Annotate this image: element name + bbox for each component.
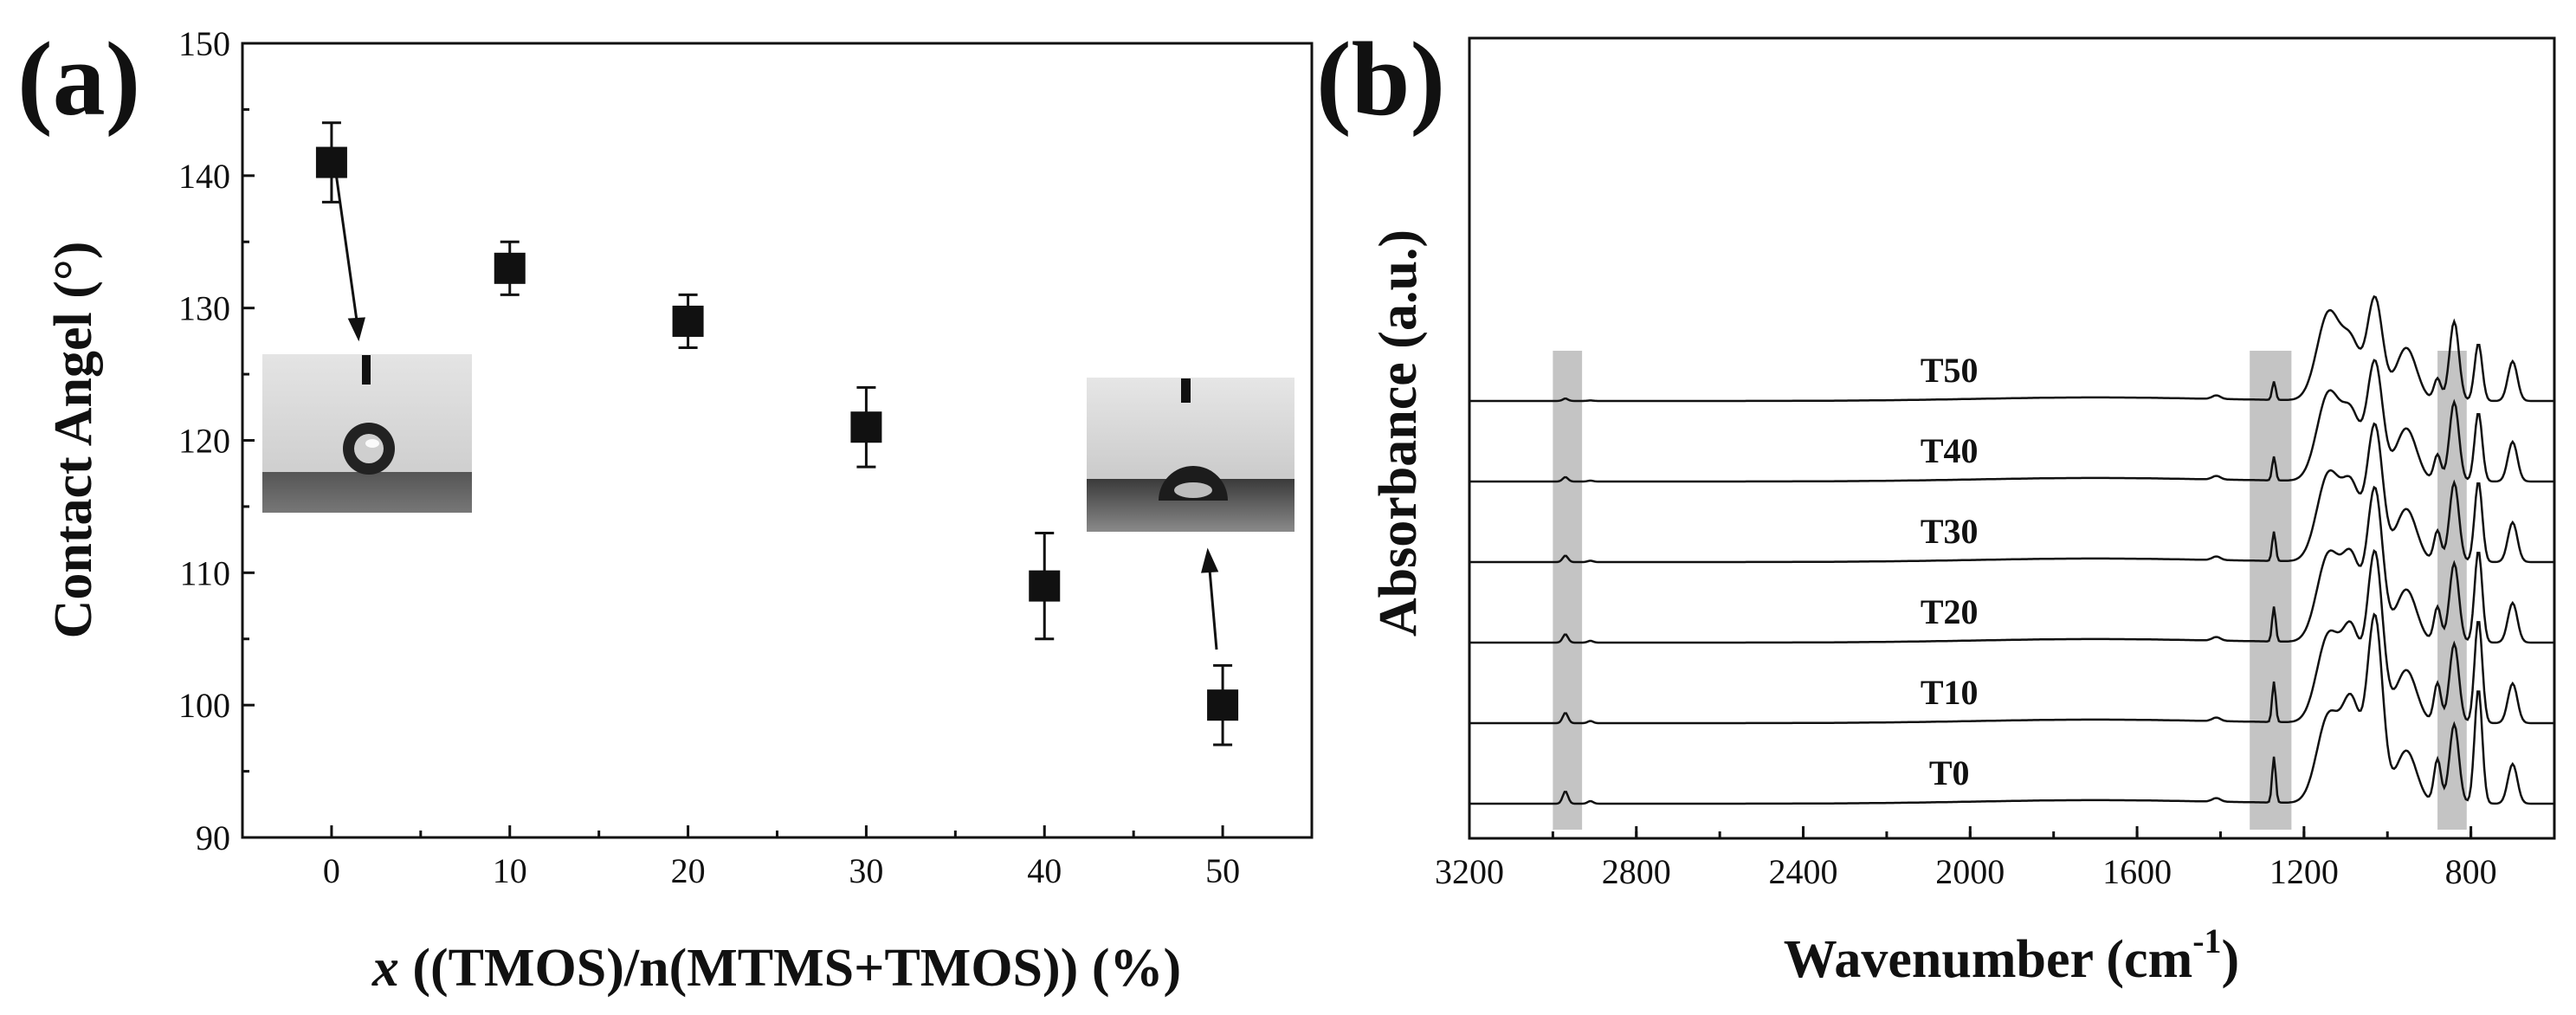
x-tick-label-a: 50 bbox=[1205, 851, 1240, 890]
series-label: T10 bbox=[1921, 673, 1979, 712]
panel-a-label: (a) bbox=[17, 21, 140, 138]
x-tick-label-b: 2800 bbox=[1602, 852, 1671, 891]
series-label: T0 bbox=[1929, 753, 1970, 792]
y-axis-title-a: Contact Angel (°) bbox=[44, 242, 103, 639]
y-tick-label-a: 90 bbox=[196, 818, 230, 857]
y-tick-label-a: 130 bbox=[178, 289, 230, 328]
square-marker bbox=[1029, 570, 1061, 602]
x-axis-label-a-italic: x bbox=[371, 939, 399, 998]
spectrum-T50: T50 bbox=[1469, 294, 2554, 403]
x-axis-title-b: Wavenumber (cm-1) bbox=[1784, 921, 2239, 989]
series-label: T50 bbox=[1921, 351, 1979, 390]
spectrum-line bbox=[1469, 422, 2554, 564]
x-axis-label-b-close: ) bbox=[2222, 930, 2240, 989]
square-marker bbox=[494, 252, 526, 284]
syringe-needle bbox=[1181, 378, 1191, 403]
data-point-a bbox=[494, 240, 526, 296]
syringe-needle bbox=[362, 355, 371, 385]
y-tick-label-a: 110 bbox=[179, 553, 230, 592]
panel-a: (a) 90 100 110 120 130 140 150 0 10 20 30 40 50 Con… bbox=[17, 21, 1314, 998]
spectrum-T20: T20 bbox=[1469, 485, 2554, 644]
x-axis-label-b-sup: -1 bbox=[2192, 921, 2221, 960]
y-axis-label-b: Absorbance (a.u.) bbox=[1369, 230, 1428, 637]
x-tick-label-a: 20 bbox=[671, 851, 706, 890]
x-tick-label-b: 3200 bbox=[1435, 852, 1504, 891]
x-axis-label-b: Wavenumber (cm bbox=[1784, 930, 2192, 989]
data-point-a bbox=[850, 385, 882, 469]
y-axis-a: 90 100 110 120 130 140 150 bbox=[178, 24, 255, 857]
data-point-a bbox=[1029, 531, 1061, 641]
highlight-band bbox=[2250, 351, 2292, 830]
water-droplet-photo-x0 bbox=[262, 354, 472, 513]
x-tick-label-a: 40 bbox=[1027, 851, 1062, 890]
spectrum-T10: T10 bbox=[1469, 549, 2554, 725]
spectrum-line bbox=[1469, 549, 2554, 725]
spectrum-T30: T30 bbox=[1469, 422, 2554, 564]
data-series-a bbox=[315, 121, 1239, 747]
y-tick-label-a: 150 bbox=[178, 24, 230, 63]
y-tick-label-a: 120 bbox=[178, 422, 230, 461]
square-marker bbox=[1207, 689, 1239, 721]
x-tick-label-a: 30 bbox=[849, 851, 883, 890]
panel-b-label: (b) bbox=[1316, 21, 1445, 138]
spectrum-line bbox=[1469, 485, 2554, 644]
spectrum-line bbox=[1469, 294, 2554, 403]
x-tick-label-b: 800 bbox=[2445, 852, 2497, 891]
x-tick-label-b: 2400 bbox=[1769, 852, 1838, 891]
highlight-band bbox=[1553, 351, 1583, 830]
x-axis-b: 3200 2800 2400 2000 1600 1200 800 bbox=[1435, 826, 2556, 891]
x-axis-label-a-rest: ((TMOS)/n(MTMS+TMOS)) (%) bbox=[399, 939, 1181, 998]
panel-b: (b) T50 T40 T30 T20 T10 T0 3200 2800 2400 2000 16… bbox=[1316, 21, 2556, 989]
square-marker bbox=[315, 146, 347, 178]
spectra-series: T50 T40 T30 T20 T10 T0 bbox=[1469, 294, 2554, 805]
highlight-band bbox=[2437, 351, 2467, 830]
square-marker bbox=[672, 305, 704, 337]
spectrum-line bbox=[1469, 359, 2554, 483]
x-tick-label-b: 1600 bbox=[2102, 852, 2172, 891]
y-tick-label-a: 100 bbox=[178, 686, 230, 725]
y-axis-title-b: Absorbance (a.u.) bbox=[1369, 230, 1428, 637]
series-label: T20 bbox=[1921, 592, 1979, 631]
x-axis-a: 0 10 20 30 40 50 bbox=[241, 825, 1314, 890]
x-tick-label-a: 0 bbox=[323, 851, 340, 890]
series-label: T30 bbox=[1921, 512, 1979, 551]
x-tick-label-a: 10 bbox=[493, 851, 527, 890]
plot-area-b bbox=[1468, 36, 2556, 840]
spectrum-T0: T0 bbox=[1469, 612, 2554, 805]
square-marker bbox=[850, 411, 882, 443]
y-axis-label-a: Contact Angel (°) bbox=[44, 242, 103, 639]
x-tick-label-b: 2000 bbox=[1935, 852, 2005, 891]
x-tick-label-b: 1200 bbox=[2269, 852, 2339, 891]
water-droplet-photo-x50 bbox=[1087, 378, 1294, 532]
x-axis-title-a: x ((TMOS)/n(MTMS+TMOS)) (%) bbox=[371, 939, 1181, 998]
series-label: T40 bbox=[1921, 431, 1979, 470]
data-point-a bbox=[315, 121, 347, 204]
data-point-a bbox=[1207, 663, 1239, 747]
spectrum-line bbox=[1469, 612, 2554, 805]
data-point-a bbox=[672, 293, 704, 350]
spectrum-T40: T40 bbox=[1469, 359, 2554, 483]
annotation-arrows bbox=[334, 172, 1219, 650]
y-tick-label-a: 140 bbox=[178, 157, 230, 196]
highlight-bands bbox=[1553, 351, 2467, 830]
